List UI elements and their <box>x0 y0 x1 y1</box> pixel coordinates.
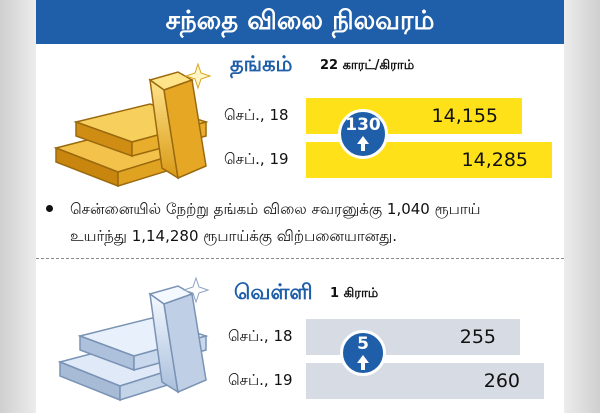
silver-bars-icon <box>57 276 210 402</box>
gold-bars-icon <box>53 62 212 188</box>
gold-price-1: 14,155 <box>431 105 498 127</box>
silver-bar-1: 255 <box>306 319 520 355</box>
gold-title: தங்கம் <box>230 52 293 76</box>
gold-unit: 22 காரட்/கிராம் <box>320 58 415 73</box>
gold-date-1: செப்., 18 <box>224 106 289 124</box>
silver-date-2: செப்., 19 <box>228 371 293 389</box>
section-divider <box>36 258 564 259</box>
price-card: சந்தை விலை நிலவரம் தங் <box>36 0 564 413</box>
silver-price-1: 255 <box>459 326 496 348</box>
page-title-text: சந்தை விலை நிலவரம் <box>165 5 435 36</box>
silver-title: வெள்ளி <box>234 280 313 304</box>
page-title: சந்தை விலை நிலவரம் <box>36 0 564 44</box>
silver-price-2: 260 <box>483 370 520 392</box>
up-arrow-icon <box>357 134 369 151</box>
left-margin <box>0 0 36 413</box>
silver-change-value: 5 <box>357 334 369 354</box>
silver-change-badge: 5 <box>340 330 386 376</box>
note-bullet <box>46 205 53 212</box>
gold-price-2: 14,285 <box>461 149 528 171</box>
right-margin <box>564 0 600 413</box>
gold-date-2: செப்., 19 <box>224 150 289 168</box>
gold-change-badge: 130 <box>338 109 388 159</box>
gold-change-value: 130 <box>345 115 381 135</box>
silver-bar-2: 260 <box>306 363 544 399</box>
silver-unit: 1 கிராம் <box>330 286 379 301</box>
up-arrow-icon <box>357 353 369 370</box>
silver-date-1: செப்., 18 <box>228 327 293 345</box>
gold-note: சென்னையில் நேற்று தங்கம் விலை சவரனுக்கு … <box>70 200 481 245</box>
